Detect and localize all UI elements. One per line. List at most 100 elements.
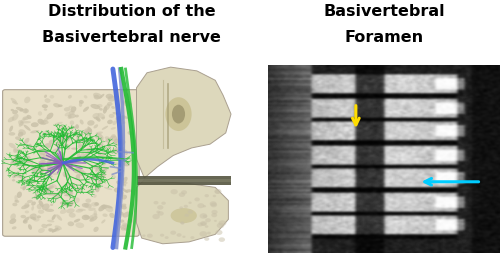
Ellipse shape <box>18 132 24 137</box>
Ellipse shape <box>28 224 32 230</box>
Ellipse shape <box>92 176 98 181</box>
Circle shape <box>184 205 188 208</box>
Ellipse shape <box>12 203 18 206</box>
Ellipse shape <box>29 185 36 189</box>
Ellipse shape <box>88 207 96 211</box>
Ellipse shape <box>103 205 113 209</box>
Text: Distribution of the: Distribution of the <box>48 4 215 19</box>
Ellipse shape <box>84 203 92 209</box>
Ellipse shape <box>79 100 84 104</box>
Ellipse shape <box>86 128 92 132</box>
Circle shape <box>170 189 178 194</box>
Ellipse shape <box>36 215 41 218</box>
Ellipse shape <box>48 131 51 134</box>
Ellipse shape <box>108 114 114 118</box>
Ellipse shape <box>75 115 79 117</box>
Ellipse shape <box>42 168 52 172</box>
Ellipse shape <box>114 188 122 193</box>
Ellipse shape <box>76 209 83 213</box>
Ellipse shape <box>68 114 71 119</box>
Ellipse shape <box>128 131 132 135</box>
Ellipse shape <box>103 106 107 114</box>
Circle shape <box>202 215 207 218</box>
Ellipse shape <box>22 186 26 191</box>
Ellipse shape <box>36 192 38 195</box>
Ellipse shape <box>102 117 105 120</box>
Circle shape <box>200 231 207 237</box>
Ellipse shape <box>12 179 15 181</box>
Ellipse shape <box>124 228 130 231</box>
Ellipse shape <box>122 211 130 218</box>
Circle shape <box>152 214 160 219</box>
Circle shape <box>188 201 192 204</box>
Ellipse shape <box>20 215 26 218</box>
Ellipse shape <box>26 159 31 163</box>
Ellipse shape <box>24 97 30 103</box>
Ellipse shape <box>51 229 60 232</box>
Text: Basivertebral nerve: Basivertebral nerve <box>42 30 221 45</box>
Ellipse shape <box>122 100 130 106</box>
Ellipse shape <box>97 104 102 108</box>
Ellipse shape <box>82 215 90 220</box>
Circle shape <box>214 190 220 194</box>
Ellipse shape <box>90 216 98 222</box>
Ellipse shape <box>119 141 124 146</box>
Ellipse shape <box>94 210 97 216</box>
Ellipse shape <box>44 117 49 122</box>
Ellipse shape <box>64 127 69 131</box>
Circle shape <box>160 234 164 237</box>
Ellipse shape <box>44 94 47 98</box>
Ellipse shape <box>88 189 94 193</box>
Ellipse shape <box>102 213 108 217</box>
Ellipse shape <box>20 186 24 189</box>
Ellipse shape <box>31 166 38 172</box>
Ellipse shape <box>53 103 60 108</box>
Ellipse shape <box>12 226 16 229</box>
Ellipse shape <box>80 153 84 158</box>
Ellipse shape <box>38 176 42 179</box>
Ellipse shape <box>34 171 38 175</box>
Circle shape <box>216 230 222 235</box>
Ellipse shape <box>68 196 72 198</box>
Ellipse shape <box>94 202 99 206</box>
Ellipse shape <box>104 187 112 190</box>
Ellipse shape <box>55 141 64 147</box>
Bar <box>136 179 231 182</box>
Ellipse shape <box>44 191 54 195</box>
Ellipse shape <box>100 160 106 166</box>
Ellipse shape <box>42 189 50 193</box>
Ellipse shape <box>54 225 62 230</box>
Ellipse shape <box>94 203 98 206</box>
Ellipse shape <box>52 228 59 233</box>
Ellipse shape <box>96 132 103 134</box>
Ellipse shape <box>91 165 101 169</box>
Ellipse shape <box>42 104 48 108</box>
Ellipse shape <box>12 114 18 121</box>
Ellipse shape <box>24 203 29 208</box>
Circle shape <box>216 223 224 228</box>
Ellipse shape <box>69 111 74 115</box>
Ellipse shape <box>122 223 128 227</box>
Ellipse shape <box>62 172 68 177</box>
Circle shape <box>212 213 217 217</box>
Ellipse shape <box>60 158 66 163</box>
Ellipse shape <box>22 116 30 120</box>
Ellipse shape <box>68 213 75 218</box>
Ellipse shape <box>116 191 124 197</box>
Ellipse shape <box>16 192 22 198</box>
Ellipse shape <box>70 120 74 125</box>
Ellipse shape <box>92 113 100 118</box>
Circle shape <box>205 218 211 222</box>
Ellipse shape <box>48 228 52 232</box>
Ellipse shape <box>18 129 26 135</box>
Circle shape <box>142 234 146 237</box>
Ellipse shape <box>42 204 50 210</box>
Ellipse shape <box>40 120 48 124</box>
Ellipse shape <box>64 112 70 116</box>
Ellipse shape <box>68 114 76 118</box>
Ellipse shape <box>23 220 28 224</box>
Ellipse shape <box>124 150 128 155</box>
Ellipse shape <box>24 138 30 144</box>
Ellipse shape <box>24 155 31 159</box>
Ellipse shape <box>77 152 80 159</box>
